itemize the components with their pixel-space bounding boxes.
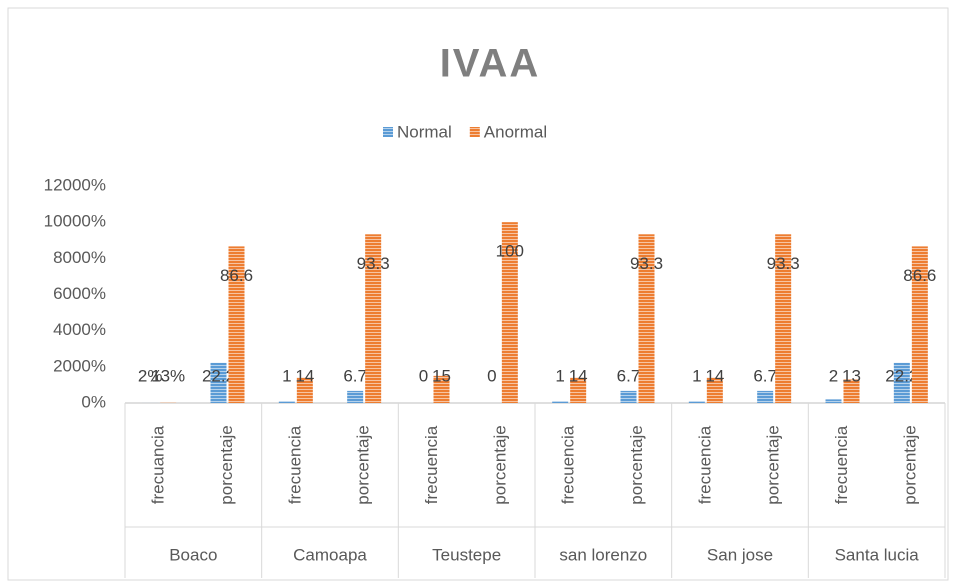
data-label: 2	[829, 366, 838, 385]
data-label: 93.3	[767, 254, 800, 273]
legend-label: Anormal	[484, 122, 547, 141]
bar	[278, 401, 295, 403]
bar	[365, 234, 382, 403]
data-label: 2%	[138, 366, 163, 385]
data-label: 1	[692, 366, 701, 385]
chart-title: IVAA	[440, 42, 541, 86]
x-tick-label: porcentaje	[764, 425, 783, 504]
x-tick-label: porcentaje	[354, 425, 373, 504]
x-tick-label: porcentaje	[627, 425, 646, 504]
data-label: 14	[705, 366, 724, 385]
data-label: 13	[842, 366, 861, 385]
bar	[775, 234, 792, 403]
bar	[825, 399, 842, 403]
chart-border	[7, 7, 949, 581]
data-label: 100	[496, 242, 524, 261]
group-label: Camoapa	[293, 545, 367, 564]
data-label: 1	[555, 366, 564, 385]
data-label: 86.6	[220, 266, 253, 285]
group-label: San jose	[707, 545, 773, 564]
data-label: 14	[569, 366, 588, 385]
bar	[501, 222, 518, 403]
x-tick-label: frecuencia	[695, 425, 714, 504]
y-tick-label: 10000%	[44, 212, 106, 231]
y-tick-label: 8000%	[53, 248, 106, 267]
bar	[228, 246, 245, 403]
bar	[706, 377, 723, 403]
y-tick-label: 6000%	[53, 284, 106, 303]
data-label: 1	[282, 366, 291, 385]
data-label: 15	[432, 366, 451, 385]
bar	[843, 379, 860, 403]
y-tick-label: 12000%	[44, 175, 106, 194]
data-label: 93.3	[357, 254, 390, 273]
x-tick-label: porcentaje	[490, 425, 509, 504]
group-label: Boaco	[169, 545, 217, 564]
bar	[552, 401, 569, 403]
x-tick-label: frecuencia	[559, 425, 578, 504]
x-tick-label: frecuencia	[422, 425, 441, 504]
bar	[688, 401, 705, 403]
bar	[757, 390, 774, 403]
data-label: 0	[419, 366, 428, 385]
bar	[620, 390, 637, 403]
data-label: 0	[487, 366, 496, 385]
x-tick-label: frecuencia	[285, 425, 304, 504]
bar	[296, 377, 313, 403]
legend-swatch	[469, 127, 480, 137]
legend-swatch	[383, 127, 393, 137]
data-label: 14	[295, 366, 314, 385]
data-label: 93.3	[630, 254, 663, 273]
x-tick-label: frecuencia	[832, 425, 851, 504]
bar	[893, 362, 910, 403]
group-label: Teustepe	[432, 545, 501, 564]
group-label: san lorenzo	[559, 545, 647, 564]
data-label: 6.7	[753, 366, 777, 385]
data-label: 22.2	[885, 366, 918, 385]
bar	[638, 234, 655, 403]
bar	[347, 390, 364, 403]
y-tick-label: 4000%	[53, 320, 106, 339]
bar	[210, 362, 227, 403]
bar	[433, 375, 450, 403]
bar	[911, 246, 928, 403]
y-tick-label: 2000%	[53, 356, 106, 375]
data-label: 22.2	[202, 366, 235, 385]
x-tick-label: porcentaje	[217, 425, 236, 504]
x-tick-label: porcentaje	[900, 425, 919, 504]
data-label: 6.7	[343, 366, 367, 385]
legend-label: Normal	[397, 122, 452, 141]
group-label: Santa lucia	[835, 545, 920, 564]
bar	[570, 377, 587, 403]
x-tick-label: frecuancia	[149, 425, 168, 504]
data-label: 6.7	[617, 366, 641, 385]
data-label: 13%	[151, 366, 185, 385]
data-label: 86.6	[903, 266, 936, 285]
y-tick-label: 0%	[81, 392, 106, 411]
